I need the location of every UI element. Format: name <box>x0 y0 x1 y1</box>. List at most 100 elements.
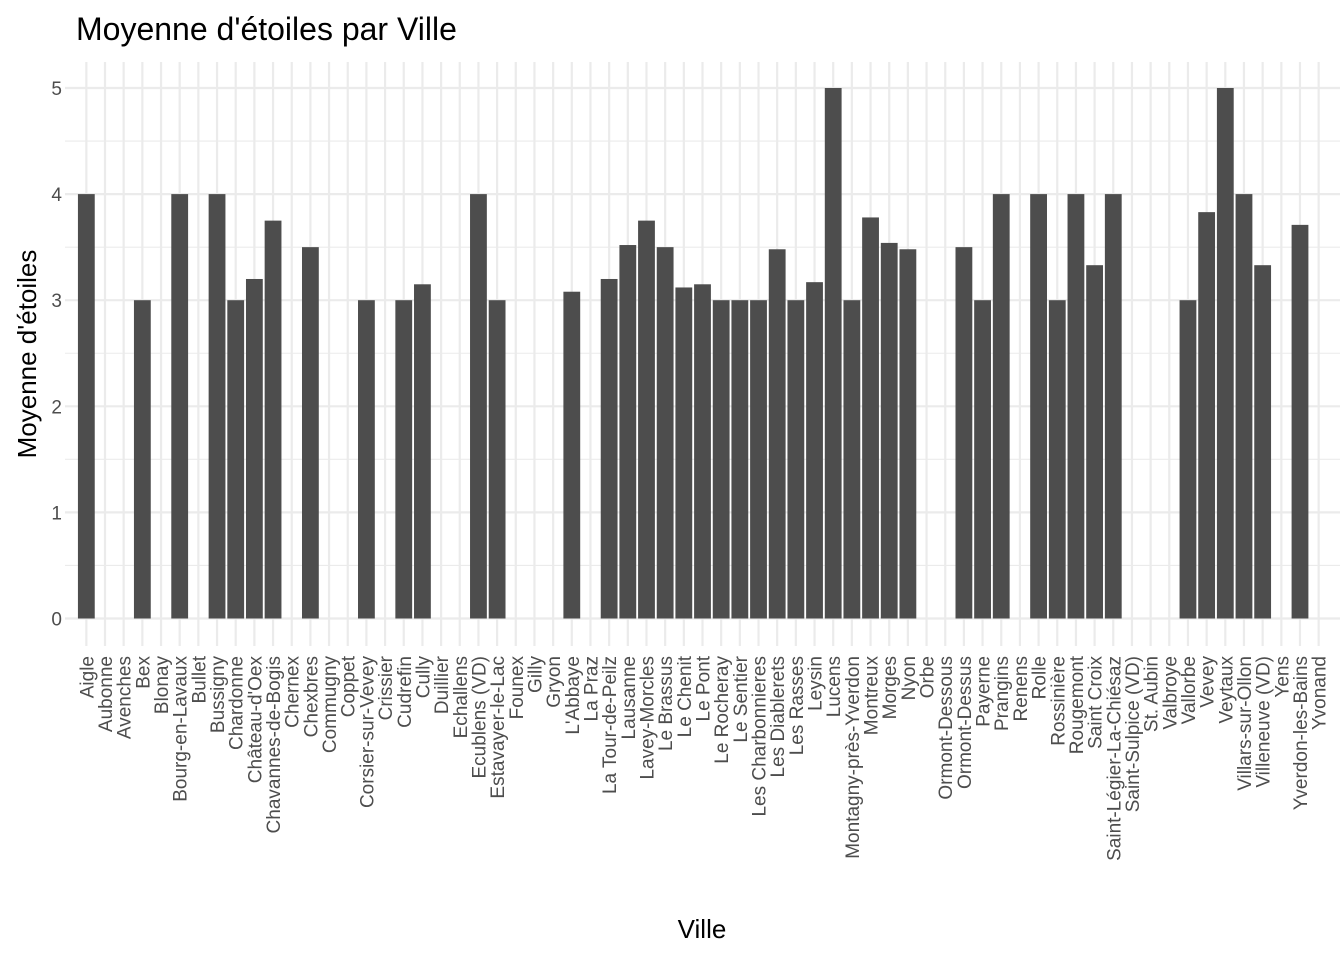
x-tick-label: Bourg-en-Lavaux <box>171 656 192 802</box>
x-tick-label: Veytaux <box>1216 656 1237 724</box>
bars <box>77 88 1309 619</box>
bar <box>1254 265 1272 619</box>
y-tick-label: 0 <box>51 610 62 631</box>
bar <box>843 300 861 619</box>
bar <box>395 300 413 619</box>
chart-title: Moyenne d'étoiles par Ville <box>76 11 457 47</box>
x-tick-label: Aigle <box>77 656 98 698</box>
bar <box>1216 88 1234 619</box>
bar <box>488 300 506 619</box>
bar <box>414 284 431 619</box>
x-tick-label: Lucens <box>824 656 845 717</box>
x-tick-label: Cudrefin <box>395 656 416 728</box>
bar <box>955 247 973 619</box>
y-axis-ticks: 0 1 2 3 4 5 <box>51 79 62 631</box>
x-tick-label: Prangins <box>992 656 1013 731</box>
x-tick-label: Les Diablerets <box>768 656 789 777</box>
x-tick-label: Bullet <box>189 655 210 703</box>
bar <box>208 194 226 619</box>
x-axis-title: Ville <box>678 914 727 944</box>
x-tick-label: Villeneuve (VD) <box>1254 656 1275 788</box>
x-tick-label: Chardonne <box>227 656 248 750</box>
x-tick-label: Yvonand <box>1310 656 1331 730</box>
bar <box>768 249 786 619</box>
x-tick-label: Ecublens (VD) <box>469 656 490 779</box>
x-tick-label: Lausanne <box>619 656 640 739</box>
x-tick-label: Commugny <box>320 656 341 754</box>
x-tick-label: Aubonne <box>96 656 117 732</box>
x-tick-label: La Tour-de-Peilz <box>600 656 621 794</box>
x-tick-label: Gilly <box>525 656 546 693</box>
x-tick-label: Coppet <box>339 655 360 717</box>
x-tick-label: Yens <box>1272 656 1293 698</box>
x-tick-label: Le Chenit <box>675 655 696 737</box>
bar <box>470 194 487 619</box>
bar <box>638 220 655 619</box>
x-tick-label: Chernex <box>283 656 304 728</box>
x-tick-label: La Praz <box>581 656 602 721</box>
x-tick-label: Crissier <box>376 655 397 720</box>
y-tick-label: 5 <box>51 79 62 100</box>
x-tick-label: Cully <box>413 656 434 699</box>
y-tick-label: 4 <box>51 185 62 206</box>
x-tick-label: Avenches <box>115 656 136 739</box>
bar <box>227 300 245 619</box>
x-tick-label: Duillier <box>432 655 453 714</box>
x-tick-label: Chexbres <box>301 656 322 737</box>
x-tick-label: Bex <box>133 656 154 689</box>
bar <box>1104 194 1122 619</box>
y-axis-title: Moyenne d'étoiles <box>12 250 42 459</box>
x-tick-label: Chavannes-de-Bogis <box>264 656 285 833</box>
bar <box>806 282 823 619</box>
x-tick-label: Rossinière <box>1048 656 1069 746</box>
x-tick-label: Saint-Sulpice (VD) <box>1123 656 1144 812</box>
x-tick-label: Ormont-Dessous <box>936 656 957 800</box>
bar <box>77 194 95 619</box>
bar <box>992 194 1010 619</box>
x-tick-label: Nyon <box>899 656 920 700</box>
x-tick-label: Corsier-sur-Vevey <box>357 656 378 809</box>
x-tick-label: Estavayer-le-Lac <box>488 656 509 799</box>
x-tick-label: Gryon <box>544 656 565 708</box>
bar <box>619 245 637 619</box>
bar <box>1030 194 1047 619</box>
bar <box>245 278 263 619</box>
x-tick-label: Morges <box>880 656 901 719</box>
x-tick-label: Rougemont <box>1067 655 1088 754</box>
x-tick-label: Bussigny <box>208 656 229 734</box>
bar <box>358 300 375 619</box>
bar <box>563 291 581 619</box>
x-tick-label: Valbroye <box>1160 656 1181 730</box>
bar <box>656 247 674 619</box>
x-tick-label: Le Rocheray <box>712 656 733 764</box>
x-tick-label: Renens <box>1011 656 1032 722</box>
x-tick-label: Les Rasses <box>787 656 808 755</box>
bar <box>1198 212 1216 619</box>
bar <box>133 300 151 619</box>
bar <box>1067 194 1085 619</box>
x-tick-label: Les Charbonnieres <box>750 656 771 817</box>
y-tick-label: 3 <box>51 291 62 312</box>
bar <box>675 287 693 619</box>
x-tick-label: Payerne <box>974 656 995 727</box>
y-tick-label: 1 <box>51 503 62 524</box>
x-tick-label: Founex <box>507 656 528 720</box>
x-tick-label: Vallorbe <box>1179 656 1200 724</box>
x-tick-label: Château-d'Oex <box>245 656 266 784</box>
bar <box>750 300 767 619</box>
x-tick-label: Yverdon-les-Bains <box>1291 656 1312 810</box>
x-tick-label: Montagny-près-Yverdon <box>843 656 864 859</box>
x-tick-label: Blonay <box>152 656 173 715</box>
x-tick-label: St. Aubin <box>1142 656 1163 732</box>
bar <box>1086 265 1104 619</box>
bar <box>974 300 991 619</box>
x-tick-label: Le Brassus <box>656 656 677 751</box>
x-tick-label: Vevey <box>1198 656 1219 708</box>
bar <box>301 247 319 619</box>
bar <box>1179 300 1197 619</box>
x-tick-label: Le Sentier <box>731 655 752 742</box>
bar <box>880 242 898 619</box>
x-tick-label: L'Abbaye <box>563 656 584 735</box>
x-tick-label: Le Pont <box>694 655 715 721</box>
